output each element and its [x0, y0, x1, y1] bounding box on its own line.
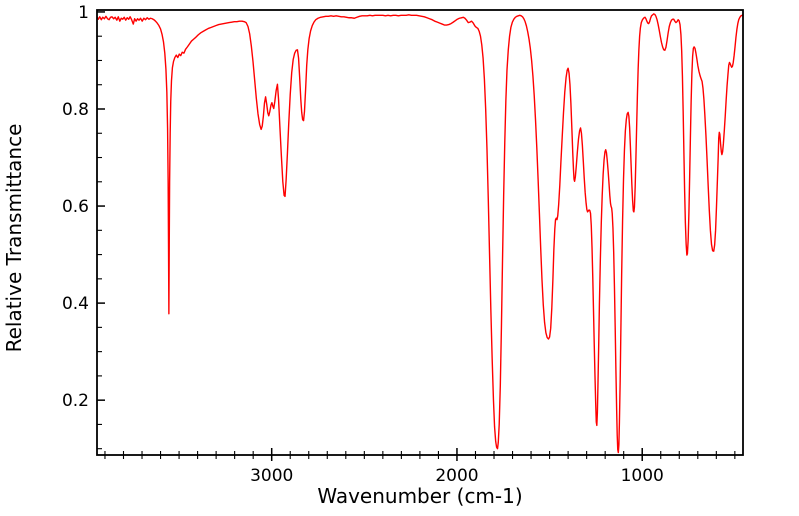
axis-ticks [97, 11, 736, 461]
y-axis-label: Relative Transmittance [2, 124, 26, 353]
x-tick-label: 2000 [435, 466, 478, 486]
plot-frame [96, 9, 744, 456]
spectrum-curve [97, 13, 743, 454]
y-tick-label: 0.2 [62, 391, 89, 411]
y-tick-label: 0.4 [62, 294, 89, 314]
x-tick-label: 1000 [621, 466, 664, 486]
y-tick-label: 1 [78, 3, 89, 23]
y-tick-label: 0.8 [62, 100, 89, 120]
x-tick-label: 3000 [250, 466, 293, 486]
y-tick-label: 0.6 [62, 197, 89, 217]
x-axis-label: Wavenumber (cm-1) [317, 484, 522, 508]
axis-tick-labels: 3000 2000 1000 0.2 0.4 0.6 0.8 1 [62, 3, 664, 486]
